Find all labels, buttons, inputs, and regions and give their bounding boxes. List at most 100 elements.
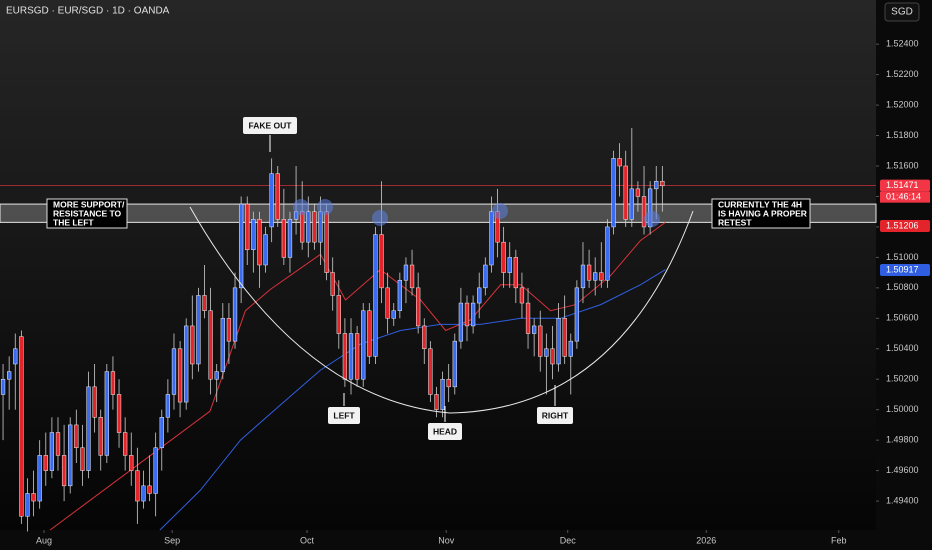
candle-body bbox=[599, 272, 604, 281]
annotation: LEFT bbox=[333, 410, 355, 420]
label-box bbox=[537, 407, 573, 424]
candle-body bbox=[123, 432, 128, 456]
y-tick-label: 1.51600 bbox=[886, 160, 919, 170]
candle-body bbox=[177, 348, 183, 403]
candle-body bbox=[37, 455, 42, 502]
candle-body bbox=[263, 234, 268, 266]
y-tick-label: 1.52400 bbox=[886, 39, 919, 49]
y-tick-label: 1.49800 bbox=[886, 435, 919, 445]
candle-body bbox=[458, 302, 464, 342]
candle-body bbox=[141, 485, 146, 502]
candle-body bbox=[367, 310, 372, 357]
candle-body bbox=[660, 180, 665, 187]
candle-body bbox=[312, 211, 317, 243]
touch-highlight bbox=[644, 211, 660, 227]
candle-body bbox=[25, 493, 30, 517]
price-badge bbox=[880, 179, 930, 192]
candle-body bbox=[483, 264, 488, 289]
candle-body bbox=[629, 188, 634, 220]
candle-body bbox=[281, 219, 287, 258]
candle-body bbox=[43, 455, 48, 471]
x-tick-label: Nov bbox=[438, 535, 455, 545]
candle-body bbox=[61, 455, 67, 487]
candle-body bbox=[208, 310, 213, 380]
candle-body bbox=[269, 173, 274, 228]
candle-body bbox=[446, 378, 451, 388]
candle-body bbox=[190, 325, 195, 365]
x-tick-label: Feb bbox=[831, 535, 847, 545]
annotation: RESISTANCE TO bbox=[53, 208, 122, 218]
candle-body bbox=[562, 318, 567, 357]
note-box bbox=[46, 198, 128, 229]
touch-highlight bbox=[317, 199, 333, 215]
candle-body bbox=[379, 234, 384, 289]
candle-body bbox=[470, 302, 476, 327]
y-tick-label: 1.50800 bbox=[886, 282, 919, 292]
candle-body bbox=[519, 287, 525, 304]
candle-body bbox=[80, 447, 85, 471]
touch-highlight bbox=[372, 210, 388, 226]
label-box bbox=[428, 423, 462, 440]
candle-body bbox=[440, 378, 445, 410]
candle-body bbox=[196, 295, 201, 365]
candle-body bbox=[336, 295, 341, 334]
candle-body bbox=[92, 386, 97, 418]
candle-body bbox=[538, 325, 543, 357]
y-tick-label: 1.50200 bbox=[886, 374, 919, 384]
price-badge bbox=[880, 220, 930, 233]
candle-body bbox=[318, 211, 323, 243]
candle-body bbox=[220, 318, 225, 372]
currency: SGD bbox=[891, 7, 913, 18]
candle-body bbox=[525, 302, 531, 334]
candle-body bbox=[300, 211, 305, 243]
candle-body bbox=[238, 203, 244, 289]
y-tick-label: 1.50600 bbox=[886, 313, 919, 323]
annotation: THE LEFT bbox=[53, 217, 94, 227]
annotation: CURRENTLY THE 4H bbox=[718, 199, 802, 209]
candle-body bbox=[226, 318, 232, 342]
overlays: FAKE OUT LEFT HEAD RIGHT MORE SUPPORT/ R… bbox=[46, 117, 811, 440]
candle-body bbox=[116, 394, 122, 433]
candle-body bbox=[86, 386, 91, 471]
candle-body bbox=[165, 394, 171, 418]
candle-body bbox=[342, 333, 348, 380]
note-box bbox=[711, 198, 811, 229]
candle-body bbox=[74, 424, 79, 449]
candle-body bbox=[373, 234, 378, 357]
candle-body bbox=[605, 226, 610, 281]
candle-body bbox=[232, 287, 238, 342]
candle-body bbox=[385, 287, 390, 319]
cup-curve bbox=[189, 206, 694, 414]
annotation: RETEST bbox=[718, 217, 752, 227]
moving-average bbox=[159, 269, 666, 531]
candle-body bbox=[532, 325, 537, 334]
candle-body bbox=[507, 257, 512, 273]
candle-body bbox=[184, 325, 189, 403]
annotation: RIGHT bbox=[542, 410, 569, 420]
label-box bbox=[328, 407, 360, 424]
y-tick-label: 1.49400 bbox=[886, 495, 919, 505]
candle-body bbox=[654, 180, 659, 190]
y-tick-label: 1.50000 bbox=[886, 404, 919, 414]
candle-body bbox=[354, 333, 360, 380]
y-tick-label: 1.52200 bbox=[886, 69, 919, 79]
candle-body bbox=[422, 325, 427, 350]
candle-body bbox=[489, 211, 494, 266]
candle-body bbox=[19, 336, 24, 517]
candle-body bbox=[13, 348, 18, 365]
candle-body bbox=[464, 302, 470, 327]
currency-box bbox=[884, 2, 920, 22]
candle-body bbox=[623, 165, 628, 220]
candle-body bbox=[202, 295, 207, 311]
candle-body bbox=[135, 470, 140, 502]
candle-body bbox=[361, 310, 366, 380]
candle-body bbox=[641, 196, 647, 228]
price-badge bbox=[880, 264, 930, 277]
candle-body bbox=[110, 371, 116, 395]
candle-body bbox=[147, 485, 152, 494]
candle-body bbox=[574, 287, 580, 342]
candle-body bbox=[550, 348, 555, 365]
y-tick-label: 1.52000 bbox=[886, 99, 919, 109]
x-tick-label: 2026 bbox=[696, 535, 716, 545]
